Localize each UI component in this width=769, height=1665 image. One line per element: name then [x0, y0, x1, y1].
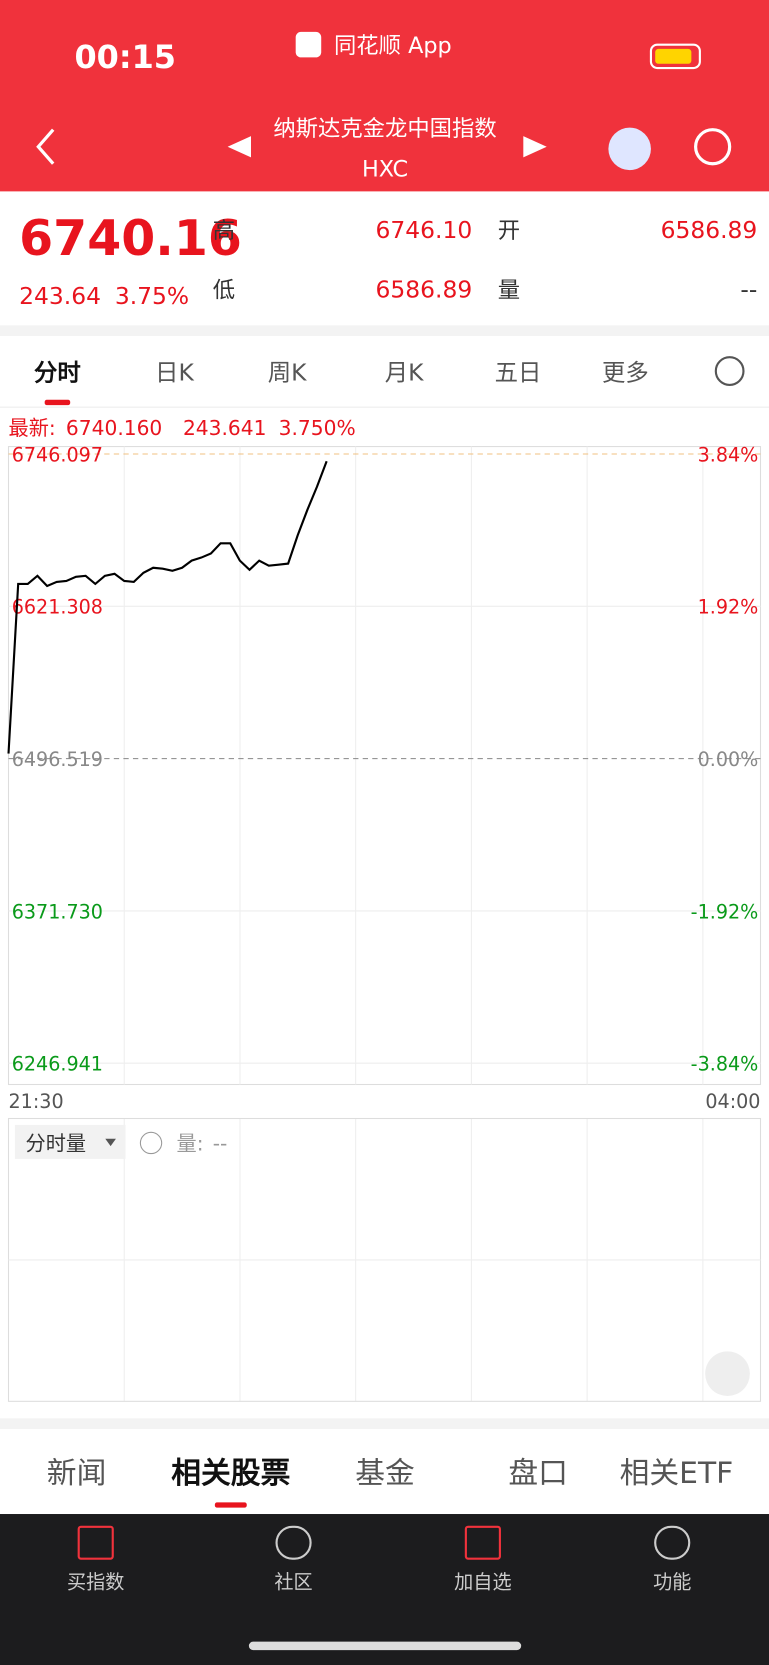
bottom-tab[interactable]: 相关股票 [171, 1456, 290, 1491]
bottom-tabs: 新闻 相关股票 基金 盘口 相关ETF [47, 1456, 733, 1491]
label: 低 [213, 278, 235, 304]
y2-tick-label: 3.84% [698, 443, 759, 466]
search[interactable] [694, 128, 732, 166]
nav-label[interactable]: 买指数 [67, 1570, 124, 1593]
volume-select[interactable] [14, 1124, 126, 1159]
index-title: 纳斯达克金龙中国指数 [273, 116, 496, 142]
y2-tick-label: -1.92% [691, 900, 759, 923]
app-name: 同花顺 App [334, 33, 452, 59]
app-icon [295, 31, 322, 58]
divider [0, 325, 769, 336]
chart-frame [7, 446, 762, 1086]
divider [0, 1418, 769, 1429]
tab[interactable]: 日K [155, 359, 194, 387]
clock: 00:15 [74, 38, 176, 76]
x-label: 21:30 [9, 1090, 64, 1113]
pct: 3.75% [115, 282, 189, 310]
next[interactable] [523, 136, 547, 158]
tab[interactable]: 月K [385, 359, 424, 387]
chart: 6746.097 3.84% 6621.308 1.92% 6496.519 0.00% 6… [7, 443, 761, 1402]
latest-price: 6740.160 [66, 416, 162, 440]
prev[interactable] [227, 136, 252, 158]
tab[interactable]: 周K [268, 359, 307, 387]
nav-icon [464, 1525, 501, 1560]
value: 6746.10 [376, 216, 473, 244]
price: 6740.16 [19, 210, 242, 267]
index-code: HXC [362, 156, 408, 182]
nav-icon [275, 1525, 312, 1560]
nav-icon [77, 1525, 114, 1560]
y-tick-label: 6621.308 [12, 596, 103, 619]
label: 量 [498, 278, 520, 304]
nav-label[interactable]: 社区 [274, 1570, 312, 1593]
caret [105, 1138, 116, 1147]
bottom-tab[interactable]: 相关ETF [620, 1456, 734, 1491]
expand[interactable] [705, 1351, 750, 1397]
price-line [7, 460, 328, 754]
y2-tick-label: -3.84% [691, 1053, 759, 1076]
battery-level [655, 48, 692, 64]
volume-title: 分时量 [26, 1131, 87, 1155]
tab-indicator [214, 1502, 247, 1508]
label: 开 [498, 218, 520, 244]
volume-label: 量: [177, 1131, 204, 1155]
y-tick-label: 6746.097 [12, 443, 103, 466]
y-tick-label: 6496.519 [12, 748, 103, 771]
value: -- [740, 276, 757, 304]
settings[interactable] [714, 356, 745, 386]
home-bar [248, 1641, 522, 1651]
label: 高 [213, 218, 235, 244]
x-label: 04:00 [705, 1090, 760, 1113]
robot[interactable] [608, 127, 651, 171]
y-tick-label: 6246.941 [12, 1053, 103, 1076]
nav-label[interactable]: 加自选 [454, 1570, 511, 1593]
nav-icon [654, 1525, 691, 1560]
battery [649, 43, 701, 70]
nav-label[interactable]: 功能 [653, 1570, 691, 1593]
tab[interactable]: 更多 [602, 359, 649, 387]
latest-change: 243.641 [183, 416, 267, 440]
back[interactable] [36, 128, 55, 165]
bottom-tab[interactable]: 盘口 [508, 1456, 568, 1491]
help[interactable] [139, 1131, 163, 1155]
tab-indicator [44, 399, 71, 406]
nav: 买指数 社区 加自选 功能 [67, 1525, 691, 1593]
volume-value: -- [213, 1131, 228, 1155]
latest-pct: 3.750% [279, 416, 356, 440]
value: 6586.89 [376, 276, 473, 304]
change: 243.64 [19, 282, 101, 310]
y2-tick-label: 1.92% [698, 596, 759, 619]
value: 6586.89 [661, 216, 758, 244]
y2-tick-label: 0.00% [698, 748, 759, 771]
nav-bg [0, 1514, 769, 1665]
bottom-tab[interactable]: 基金 [355, 1456, 415, 1491]
bottom-tab[interactable]: 新闻 [47, 1456, 107, 1491]
tab[interactable]: 分时 [34, 359, 81, 387]
tabs: 分时 日K 周K 月K 五日 更多 [34, 359, 649, 387]
tab[interactable]: 五日 [495, 359, 542, 387]
y-tick-label: 6371.730 [12, 900, 103, 923]
latest-label: 最新: [9, 416, 56, 440]
